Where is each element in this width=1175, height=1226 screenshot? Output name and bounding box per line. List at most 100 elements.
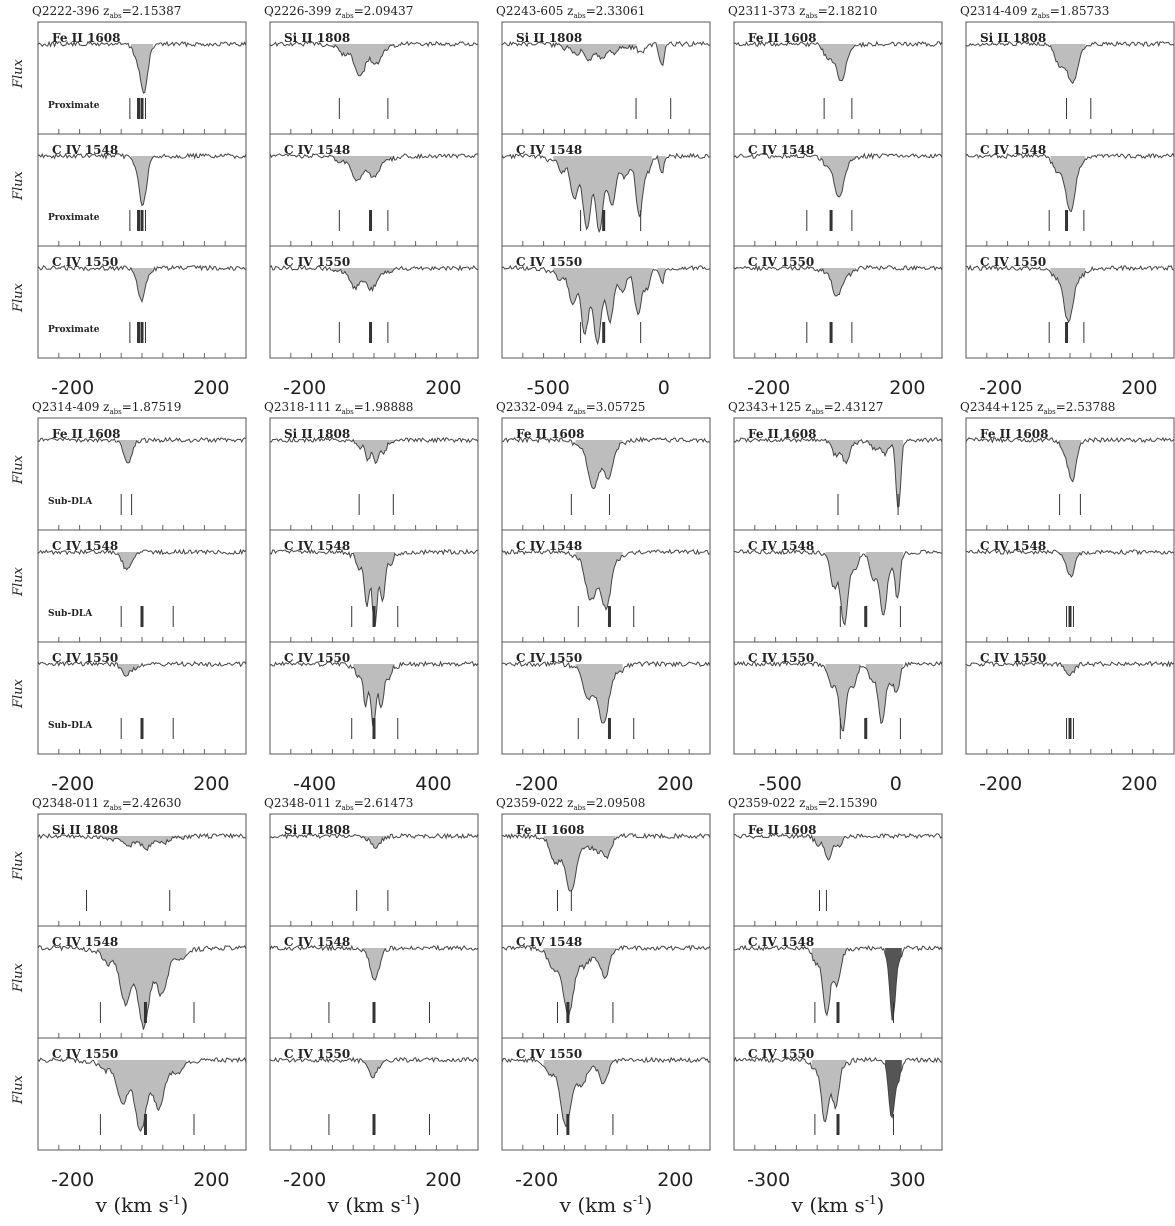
system-title: Q2243-605 zabs=2.33061 — [496, 4, 645, 20]
flux-line — [501, 660, 711, 724]
flux-line — [269, 40, 479, 77]
x-tick-label: -200 — [979, 377, 1022, 399]
spectrum-panel: C IV 1550 Proximate Flux — [11, 245, 247, 359]
system-2: Q2243-605 zabs=2.33061 Si II 1808 C IV 154… — [496, 4, 711, 399]
absorption-fill — [865, 552, 898, 615]
x-tick-label: 200 — [1121, 773, 1157, 795]
absorption-fill — [892, 440, 904, 507]
absorption-fill — [117, 663, 140, 677]
system-3: Q2311-373 zabs=2.18210 Fe II 1608 C IV 154… — [728, 4, 943, 399]
ion-label: C IV 1548 — [52, 935, 118, 949]
absorption-fill — [589, 948, 616, 979]
absorption-fill — [332, 156, 395, 181]
spectrum-panel: Si II 1808 — [269, 417, 479, 531]
spectrum-panel: Fe II 1608 Proximate Flux — [11, 21, 247, 135]
spectrum-panel: Fe II 1608 — [733, 813, 943, 927]
x-tick-label: 300 — [889, 1169, 925, 1191]
flux-line — [501, 40, 711, 67]
x-tick-label: 200 — [193, 773, 229, 795]
flux-line — [37, 660, 247, 677]
ion-label: Si II 1808 — [52, 823, 118, 837]
ion-label: C IV 1548 — [284, 935, 350, 949]
ion-label: Si II 1808 — [516, 31, 582, 45]
system-1: Q2226-399 zabs=2.09437 Si II 1808 C IV 154… — [264, 4, 479, 399]
y-axis-label: Flux — [11, 170, 26, 201]
absorption-fill — [353, 552, 395, 625]
absorption-fill — [553, 268, 637, 344]
absorption-fill — [820, 268, 856, 296]
flux-line — [965, 660, 1175, 677]
system-title: Q2314-409 zabs=1.87519 — [32, 400, 181, 416]
flux-line — [965, 152, 1175, 213]
spectrum-panel: C IV 1548 Proximate Flux — [11, 133, 247, 247]
ion-label: C IV 1550 — [748, 1047, 814, 1061]
ion-label: C IV 1548 — [52, 539, 118, 553]
system-note: Sub-DLA — [48, 497, 93, 507]
flux-line — [965, 40, 1175, 85]
flux-line — [733, 832, 943, 861]
spectrum-panel: C IV 1550 — [501, 641, 711, 755]
ion-label: C IV 1550 — [284, 1047, 350, 1061]
spectrum-panel: C IV 1550 Flux — [11, 1037, 247, 1151]
flux-line — [37, 548, 247, 571]
system-9: Q2344+125 zabs=2.53788 Fe II 1608 C IV 154… — [960, 400, 1175, 795]
ion-label: C IV 1548 — [516, 143, 582, 157]
x-tick-label: 0 — [890, 773, 902, 795]
spectrum-panel: Si II 1808 — [269, 21, 479, 135]
x-axis-label: v (km s-1) — [791, 1193, 885, 1217]
ion-label: C IV 1550 — [284, 651, 350, 665]
absorption-fill — [575, 440, 623, 489]
absorption-fill — [1050, 156, 1086, 212]
spectrum-panel: Fe II 1608 — [733, 417, 943, 531]
system-title: Q2314-409 zabs=1.85733 — [960, 4, 1109, 20]
flux-line — [501, 152, 711, 234]
spectrum-panel: C IV 1550 — [269, 245, 479, 359]
x-tick-label: -200 — [283, 1169, 326, 1191]
absorption-fill — [117, 552, 140, 570]
flux-line — [37, 40, 247, 94]
absorption-fill — [575, 664, 623, 724]
x-tick-label: -200 — [283, 377, 326, 399]
spectrum-panel: C IV 1548 — [965, 133, 1175, 247]
absorption-fill — [553, 156, 637, 232]
absorption-fill — [553, 42, 637, 61]
y-axis-label: Flux — [11, 58, 26, 89]
absorption-fill — [657, 156, 666, 173]
absorption-fill — [825, 552, 861, 625]
spectrum-panel: Fe II 1608 — [501, 417, 711, 531]
x-tick-label: -500 — [759, 773, 802, 795]
flux-line — [501, 832, 711, 892]
ion-label: Fe II 1608 — [748, 427, 816, 441]
spectrum-panel: C IV 1548 — [733, 925, 943, 1039]
spectrum-panel: C IV 1550 — [965, 245, 1175, 359]
system-note: Proximate — [48, 213, 100, 223]
spectrum-panel: C IV 1550 — [269, 1037, 479, 1151]
ion-label: C IV 1548 — [748, 935, 814, 949]
x-tick-label: 0 — [658, 377, 670, 399]
absorption-fill — [1058, 662, 1082, 676]
x-tick-label: 200 — [425, 377, 461, 399]
system-title: Q2344+125 zabs=2.53788 — [960, 400, 1115, 416]
flux-line — [37, 436, 247, 464]
flux-line — [37, 1056, 247, 1133]
flux-line — [733, 437, 943, 508]
spectrum-panel: C IV 1548 — [733, 529, 943, 643]
absorption-fill — [117, 440, 140, 463]
flux-line — [501, 436, 711, 490]
absorption-fill — [332, 44, 395, 76]
ion-label: C IV 1548 — [284, 143, 350, 157]
flux-line — [37, 945, 247, 1030]
spectrum-panel: C IV 1548 Sub-DLA Flux — [11, 529, 247, 643]
flux-line — [37, 832, 247, 852]
ion-label: C IV 1548 — [516, 539, 582, 553]
absorption-fill — [657, 268, 666, 284]
absorption-fill — [885, 948, 902, 1021]
flux-line — [269, 152, 478, 182]
x-axis-label: v (km s-1) — [559, 1193, 653, 1217]
absorption-fill — [130, 267, 154, 302]
spectrum-panel: C IV 1550 — [733, 245, 943, 359]
flux-line — [965, 264, 1175, 324]
absorption-fill — [97, 1060, 187, 1132]
ion-label: C IV 1548 — [516, 935, 582, 949]
spectrum-panel: Fe II 1608 — [733, 21, 943, 135]
